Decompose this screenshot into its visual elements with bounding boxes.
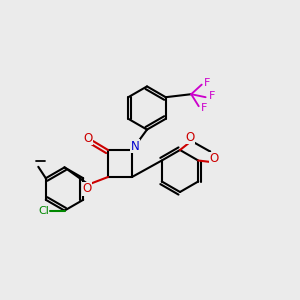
Text: O: O — [83, 131, 92, 145]
Text: F: F — [201, 103, 207, 113]
Text: F: F — [208, 91, 215, 101]
Text: O: O — [82, 182, 91, 196]
Text: N: N — [130, 140, 140, 153]
Text: F: F — [204, 78, 210, 88]
Text: O: O — [185, 131, 194, 144]
Text: O: O — [209, 152, 218, 166]
Text: Cl: Cl — [38, 206, 49, 216]
